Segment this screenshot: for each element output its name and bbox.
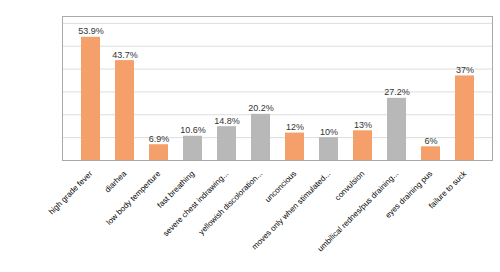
svg-text:severe chest indrawing...: severe chest indrawing... [161, 169, 230, 238]
svg-text:20.2%: 20.2% [248, 103, 274, 113]
svg-text:10.6%: 10.6% [180, 125, 206, 135]
svg-text:convulsion: convulsion [333, 169, 366, 202]
svg-text:12%: 12% [286, 122, 304, 132]
svg-text:43.7%: 43.7% [112, 50, 138, 60]
svg-text:low body temperture: low body temperture [105, 169, 163, 227]
svg-text:14.8%: 14.8% [214, 116, 240, 126]
svg-text:high grade fever: high grade fever [47, 169, 94, 216]
svg-text:failure to suck: failure to suck [427, 168, 469, 210]
svg-text:yellowish discoloration...: yellowish discoloration... [197, 169, 264, 236]
svg-text:6%: 6% [424, 136, 437, 146]
svg-text:53.9%: 53.9% [78, 26, 104, 36]
svg-text:umbilical rednes/pus draining.: umbilical rednes/pus draining... [315, 169, 401, 254]
svg-text:10%: 10% [320, 127, 338, 137]
svg-text:13%: 13% [354, 120, 372, 130]
svg-text:37%: 37% [456, 65, 474, 75]
svg-text:6.9%: 6.9% [149, 134, 170, 144]
svg-text:unconcious: unconcious [263, 169, 298, 204]
svg-text:moves only when stimulated...: moves only when stimulated... [250, 169, 332, 251]
svg-text:fast breathing: fast breathing [155, 169, 197, 210]
svg-text:eyes draining pus: eyes draining pus [384, 169, 435, 220]
svg-text:27.2%: 27.2% [384, 87, 410, 97]
svg-text:diarhea: diarhea [103, 169, 129, 195]
